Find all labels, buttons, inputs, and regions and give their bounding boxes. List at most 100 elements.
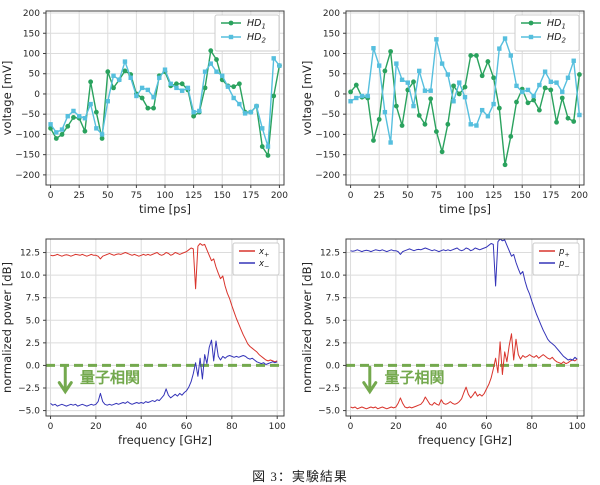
svg-text:25: 25 <box>373 191 384 201</box>
legend-circle-marker <box>228 20 234 26</box>
series-traces <box>348 36 582 168</box>
svg-text:175: 175 <box>542 191 559 201</box>
quantum-correlation-annotation: 量子相関 <box>346 363 584 395</box>
svg-text:0.0: 0.0 <box>26 361 41 371</box>
svg-text:50: 50 <box>102 191 114 201</box>
legend-entry-label: x− <box>258 259 269 271</box>
tick-labels: 0 25 50 75 100 125 150 175 200 −200 −150 −100 −50 0 50… <box>315 9 588 201</box>
svg-text:−100: −100 <box>15 130 40 140</box>
svg-text:0: 0 <box>48 422 54 432</box>
svg-text:125: 125 <box>485 191 502 201</box>
axes-frame <box>45 238 285 417</box>
svg-text:175: 175 <box>242 191 259 201</box>
svg-text:5.0: 5.0 <box>26 316 41 326</box>
svg-text:150: 150 <box>514 191 531 201</box>
x-axis-label: time [ps] <box>139 202 191 216</box>
svg-text:0: 0 <box>334 90 340 100</box>
svg-text:150: 150 <box>214 191 231 201</box>
markers-HD2 <box>348 36 582 145</box>
svg-text:7.5: 7.5 <box>26 294 40 304</box>
y-axis-label: voltage [mV] <box>0 61 14 136</box>
svg-text:125: 125 <box>185 191 202 201</box>
svg-text:−50: −50 <box>21 110 40 120</box>
svg-text:40: 40 <box>135 422 147 432</box>
series-traces <box>48 48 282 158</box>
axis-ticks <box>43 252 278 419</box>
trace-x_minus <box>50 339 278 407</box>
svg-text:200: 200 <box>23 9 40 19</box>
svg-text:−50: −50 <box>321 110 340 120</box>
svg-text:200: 200 <box>571 191 588 201</box>
legend-entry-label: HD1 <box>247 18 266 31</box>
y-axis-label: normalized power [dB] <box>0 262 14 393</box>
svg-text:10.0: 10.0 <box>320 271 340 281</box>
svg-text:60: 60 <box>181 422 193 432</box>
svg-text:50: 50 <box>29 70 41 80</box>
legend-square-marker <box>528 34 534 40</box>
svg-text:200: 200 <box>323 9 340 19</box>
svg-text:−5.0: −5.0 <box>18 407 40 417</box>
svg-text:100: 100 <box>456 191 473 201</box>
svg-text:150: 150 <box>23 29 40 39</box>
quantum-correlation-annotation: 量子相関 <box>46 363 284 395</box>
legend-entry-label: HD1 <box>547 18 566 31</box>
x-axis-label: frequency [GHz] <box>418 433 512 447</box>
axis-ticks <box>43 12 280 188</box>
time-domain-row: 0 25 50 75 100 125 150 175 200 −200 −150 −100 −50 0 50… <box>0 0 600 230</box>
frequency-domain-row: 量子相関 0 20 40 60 80 100 −5.0 −2.5 0.0 2.5 5.0 7.5 10.0… <box>0 230 600 466</box>
svg-text:0.0: 0.0 <box>326 361 341 371</box>
svg-text:80: 80 <box>226 422 238 432</box>
down-arrow-icon <box>362 365 378 395</box>
svg-text:50: 50 <box>402 191 414 201</box>
svg-text:20: 20 <box>390 422 402 432</box>
svg-text:−2.5: −2.5 <box>318 384 340 394</box>
x-axis-label: time [ps] <box>439 202 491 216</box>
svg-text:150: 150 <box>323 29 340 39</box>
chart-voltage-time-left: 0 25 50 75 100 125 150 175 200 −200 −150 −100 −50 0 50… <box>0 9 288 216</box>
legend-square-marker <box>228 34 234 40</box>
legend-entry-label: p− <box>558 259 570 271</box>
svg-text:100: 100 <box>23 49 40 59</box>
axis-ticks <box>343 252 578 419</box>
down-arrow-icon <box>57 365 73 395</box>
tick-labels: 0 25 50 75 100 125 150 175 200 −200 −150 −100 −50 0 50… <box>15 9 288 201</box>
svg-text:2.5: 2.5 <box>326 339 340 349</box>
svg-text:−5.0: −5.0 <box>318 407 340 417</box>
trace-p_plus <box>350 333 578 410</box>
y-axis-label: normalized power [dB] <box>300 262 314 393</box>
svg-text:−2.5: −2.5 <box>18 384 40 394</box>
svg-text:0: 0 <box>48 191 54 201</box>
svg-text:12.5: 12.5 <box>320 249 340 259</box>
svg-text:7.5: 7.5 <box>326 294 340 304</box>
legend-entry-label: x+ <box>258 247 269 259</box>
legend: p+p− <box>532 242 580 276</box>
svg-text:80: 80 <box>526 422 538 432</box>
svg-text:10.0: 10.0 <box>20 271 40 281</box>
svg-text:75: 75 <box>131 191 142 201</box>
chart-power-frequency-x: 量子相関 0 20 40 60 80 100 −5.0 −2.5 0.0 2.5 5.0 7.5 10.0… <box>0 238 286 447</box>
svg-text:5.0: 5.0 <box>326 316 341 326</box>
tick-labels: 0 20 40 60 80 100 −5.0 −2.5 0.0 2.5 5.0 7.5 10.0 12.5 <box>18 249 286 432</box>
markers-HD1 <box>348 49 582 168</box>
svg-text:−200: −200 <box>315 171 340 181</box>
legend-circle-marker <box>528 20 534 26</box>
quantum-correlation-label: 量子相関 <box>80 369 140 387</box>
svg-text:2.5: 2.5 <box>26 339 40 349</box>
svg-text:50: 50 <box>329 70 341 80</box>
trace-x_plus <box>50 243 278 363</box>
svg-text:40: 40 <box>435 422 447 432</box>
figure-caption: 図 3：実験結果 <box>252 469 348 484</box>
svg-text:0: 0 <box>348 422 354 432</box>
svg-text:−100: −100 <box>315 130 340 140</box>
tick-labels: 0 20 40 60 80 100 −5.0 −2.5 0.0 2.5 5.0 7.5 10.0 12.5 <box>318 249 586 432</box>
svg-text:100: 100 <box>156 191 173 201</box>
markers-HD2 <box>48 56 282 149</box>
svg-text:20: 20 <box>90 422 102 432</box>
markers-HD1 <box>48 48 282 158</box>
y-axis-label: voltage [mV] <box>300 61 314 136</box>
series-traces <box>50 243 278 407</box>
axis-ticks <box>343 12 580 188</box>
